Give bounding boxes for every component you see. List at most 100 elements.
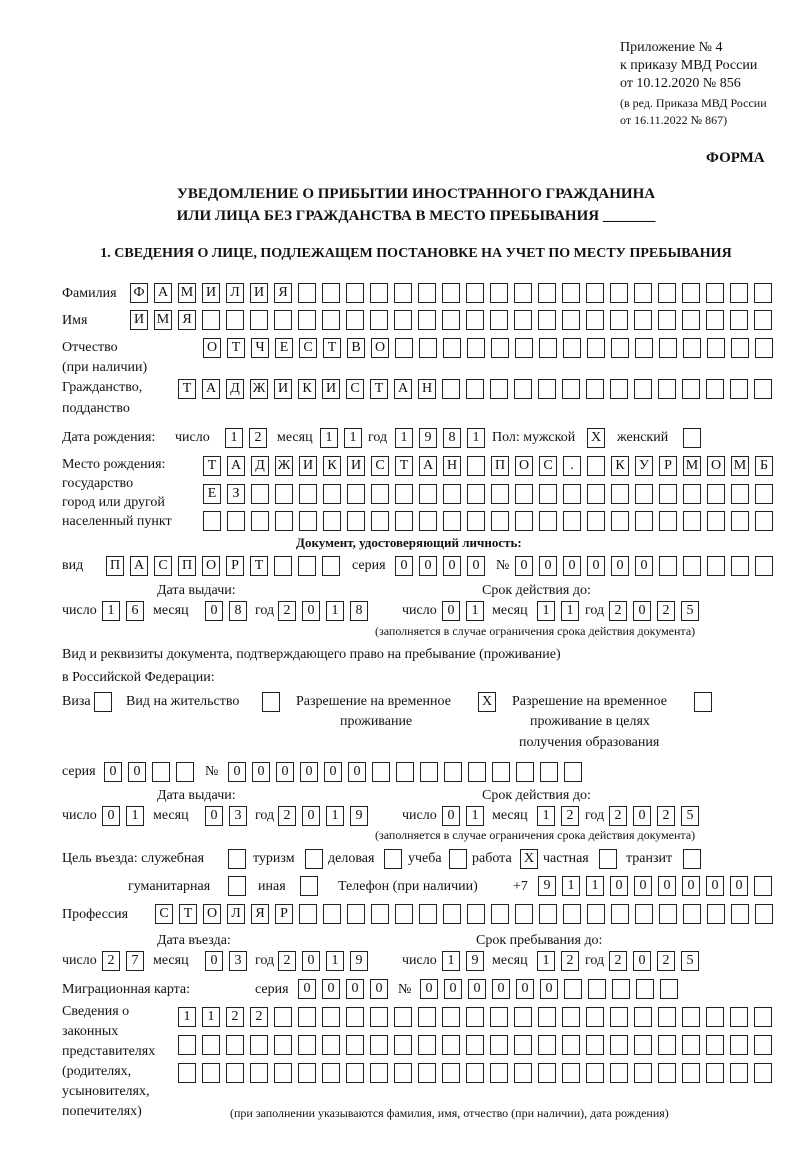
char-cell[interactable] [466,1035,484,1055]
char-cell[interactable] [394,1063,412,1083]
char-cell[interactable] [587,338,605,358]
char-cell[interactable]: И [202,283,220,303]
char-cell[interactable] [683,338,701,358]
checkbox[interactable] [449,849,467,869]
char-cell[interactable] [586,310,604,330]
char-cell[interactable]: 1 [320,428,338,448]
char-cell[interactable]: С [299,338,317,358]
char-cell[interactable]: 2 [102,951,120,971]
char-cell[interactable] [323,484,341,504]
char-cell[interactable] [322,310,340,330]
char-cell[interactable] [323,511,341,531]
char-cell[interactable] [683,511,701,531]
char-cell[interactable]: 0 [443,556,461,576]
char-cell[interactable]: 1 [537,601,555,621]
char-cell[interactable]: Я [274,283,292,303]
char-cell[interactable] [298,1035,316,1055]
char-cell[interactable] [442,379,460,399]
char-cell[interactable]: 8 [350,601,368,621]
char-cell[interactable] [659,511,677,531]
char-cell[interactable] [730,1007,748,1027]
char-cell[interactable]: 0 [635,556,653,576]
char-cell[interactable] [635,484,653,504]
char-cell[interactable]: 2 [226,1007,244,1027]
char-cell[interactable] [514,1035,532,1055]
char-cell[interactable]: 0 [611,556,629,576]
char-cell[interactable] [322,556,340,576]
char-cell[interactable]: Б [755,456,773,476]
char-cell[interactable] [731,484,749,504]
char-cell[interactable]: 1 [102,601,120,621]
char-cell[interactable] [634,1063,652,1083]
char-cell[interactable] [347,484,365,504]
char-cell[interactable] [226,1063,244,1083]
char-cell[interactable] [491,484,509,504]
char-cell[interactable]: 0 [128,762,146,782]
char-cell[interactable] [754,1007,772,1027]
char-cell[interactable] [755,338,773,358]
char-cell[interactable] [418,1063,436,1083]
char-cell[interactable] [706,1063,724,1083]
char-cell[interactable] [683,484,701,504]
char-cell[interactable]: 0 [610,876,628,896]
char-cell[interactable]: Е [203,484,221,504]
char-cell[interactable] [251,484,269,504]
char-cell[interactable] [730,283,748,303]
char-cell[interactable]: 0 [302,601,320,621]
char-cell[interactable] [492,762,510,782]
char-cell[interactable] [395,338,413,358]
char-cell[interactable] [587,904,605,924]
char-cell[interactable] [538,1035,556,1055]
char-cell[interactable]: Т [250,556,268,576]
char-cell[interactable] [538,379,556,399]
char-cell[interactable]: К [611,456,629,476]
char-cell[interactable] [322,283,340,303]
char-cell[interactable] [658,310,676,330]
char-cell[interactable] [514,283,532,303]
char-cell[interactable] [419,484,437,504]
char-cell[interactable] [322,1063,340,1083]
char-cell[interactable]: 0 [540,979,558,999]
char-cell[interactable]: Т [203,456,221,476]
char-cell[interactable] [707,484,725,504]
char-cell[interactable] [418,310,436,330]
char-cell[interactable] [731,556,749,576]
char-cell[interactable] [467,511,485,531]
char-cell[interactable]: 0 [539,556,557,576]
char-cell[interactable] [588,979,606,999]
char-cell[interactable]: 1 [326,601,344,621]
char-cell[interactable]: 1 [395,428,413,448]
char-cell[interactable]: 0 [442,601,460,621]
char-cell[interactable]: 1 [344,428,362,448]
char-cell[interactable] [490,1007,508,1027]
char-cell[interactable]: 2 [561,806,579,826]
char-cell[interactable]: 0 [300,762,318,782]
char-cell[interactable] [707,511,725,531]
char-cell[interactable]: Ф [130,283,148,303]
char-cell[interactable]: У [635,456,653,476]
char-cell[interactable]: С [371,456,389,476]
char-cell[interactable] [658,1035,676,1055]
char-cell[interactable]: 0 [276,762,294,782]
char-cell[interactable]: О [203,904,221,924]
char-cell[interactable]: 0 [205,806,223,826]
char-cell[interactable]: О [371,338,389,358]
char-cell[interactable] [539,338,557,358]
char-cell[interactable] [612,979,630,999]
char-cell[interactable] [298,1007,316,1027]
checkbox[interactable] [262,692,280,712]
char-cell[interactable] [490,1035,508,1055]
char-cell[interactable]: 6 [126,601,144,621]
char-cell[interactable]: О [203,338,221,358]
char-cell[interactable] [514,310,532,330]
char-cell[interactable] [322,1007,340,1027]
char-cell[interactable]: 0 [633,806,651,826]
char-cell[interactable] [730,310,748,330]
char-cell[interactable] [563,484,581,504]
char-cell[interactable] [370,1007,388,1027]
char-cell[interactable] [515,904,533,924]
char-cell[interactable] [707,904,725,924]
char-cell[interactable]: 1 [561,601,579,621]
char-cell[interactable] [516,762,534,782]
char-cell[interactable]: 0 [302,806,320,826]
